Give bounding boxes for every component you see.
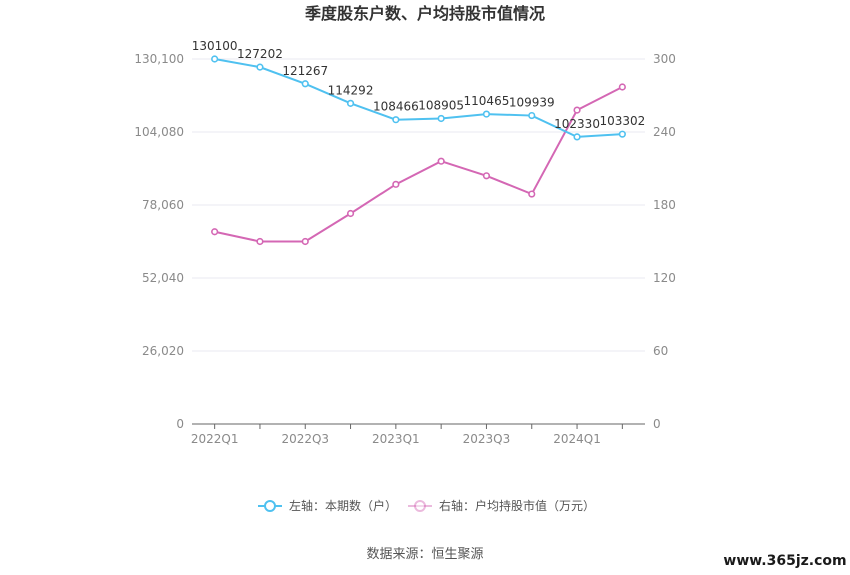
data-label: 127202 xyxy=(237,47,283,61)
left-axis: 0 26,020 52,040 78,060 104,080 130,100 xyxy=(134,52,184,431)
data-label: 110465 xyxy=(464,94,510,108)
data-label: 121267 xyxy=(282,64,328,78)
data-label: 108905 xyxy=(418,98,464,112)
right-tick-label: 300 xyxy=(653,52,676,66)
x-axis: 2022Q1 2022Q3 2023Q1 2023Q3 2024Q1 xyxy=(191,423,645,446)
point-market-value[interactable] xyxy=(392,180,400,188)
point-market-value[interactable] xyxy=(437,157,445,165)
point-market-value[interactable] xyxy=(482,172,491,180)
x-tick-label: 2022Q1 xyxy=(191,432,239,446)
point-market-value[interactable] xyxy=(211,228,219,236)
right-tick-label: 0 xyxy=(653,417,661,431)
left-tick-label: 130,100 xyxy=(134,52,184,66)
point-market-value[interactable] xyxy=(573,106,581,114)
left-tick-label: 26,020 xyxy=(142,344,184,358)
point-holders[interactable] xyxy=(211,55,219,63)
point-holders[interactable] xyxy=(618,130,626,138)
point-holders[interactable] xyxy=(346,99,355,107)
legend-right-label: 右轴：户均持股市值（万元） xyxy=(439,498,595,513)
legend-item-right[interactable]: 右轴：户均持股市值（万元） xyxy=(408,498,595,513)
data-label: 103302 xyxy=(599,114,645,128)
point-holders[interactable] xyxy=(437,114,445,123)
left-tick-label: 52,040 xyxy=(142,271,184,285)
point-market-value[interactable] xyxy=(618,83,626,91)
legend-item-left[interactable]: 左轴：本期数（户） xyxy=(258,498,397,513)
point-holders[interactable] xyxy=(301,80,309,88)
left-tick-label: 104,080 xyxy=(134,125,184,139)
point-market-value[interactable] xyxy=(301,237,309,246)
point-market-value[interactable] xyxy=(256,237,264,246)
data-label: 108466 xyxy=(373,100,419,114)
legend[interactable]: 左轴：本期数（户） 右轴：户均持股市值（万元） xyxy=(258,498,595,513)
x-tick-label: 2022Q3 xyxy=(281,432,329,446)
series-layer xyxy=(211,55,626,246)
right-tick-label: 120 xyxy=(653,271,676,285)
right-tick-label: 240 xyxy=(653,125,676,139)
data-label: 114292 xyxy=(328,83,374,97)
point-market-value[interactable] xyxy=(528,190,536,198)
x-tick-label: 2023Q3 xyxy=(463,432,511,446)
data-label: 130100 xyxy=(192,39,238,53)
data-label: 109939 xyxy=(509,96,555,110)
left-tick-label: 78,060 xyxy=(142,198,184,212)
right-tick-label: 60 xyxy=(653,344,668,358)
point-holders[interactable] xyxy=(256,63,264,71)
grid xyxy=(192,58,645,352)
x-tick-label: 2024Q1 xyxy=(553,432,601,446)
legend-left-marker xyxy=(264,500,276,512)
point-holders[interactable] xyxy=(573,133,581,141)
x-tick-label: 2023Q1 xyxy=(372,432,420,446)
source-note: 数据来源：恒生聚源 xyxy=(366,547,483,562)
chart-title: 季度股东户数、户均持股市值情况 xyxy=(304,4,545,23)
legend-right-marker xyxy=(414,500,426,512)
legend-left-label: 左轴：本期数（户） xyxy=(289,498,397,513)
series-line-holders xyxy=(214,58,623,138)
series-line-market-value xyxy=(214,86,623,243)
left-tick-label: 0 xyxy=(176,417,184,431)
point-holders[interactable] xyxy=(528,111,536,120)
right-tick-label: 180 xyxy=(653,198,676,212)
point-market-value[interactable] xyxy=(346,209,355,218)
data-label: 102330 xyxy=(554,117,600,131)
point-holders[interactable] xyxy=(482,110,491,118)
watermark: www.365jz.com xyxy=(723,553,846,569)
point-holders[interactable] xyxy=(392,116,400,124)
right-axis: 0 60 120 180 240 300 xyxy=(653,52,676,431)
